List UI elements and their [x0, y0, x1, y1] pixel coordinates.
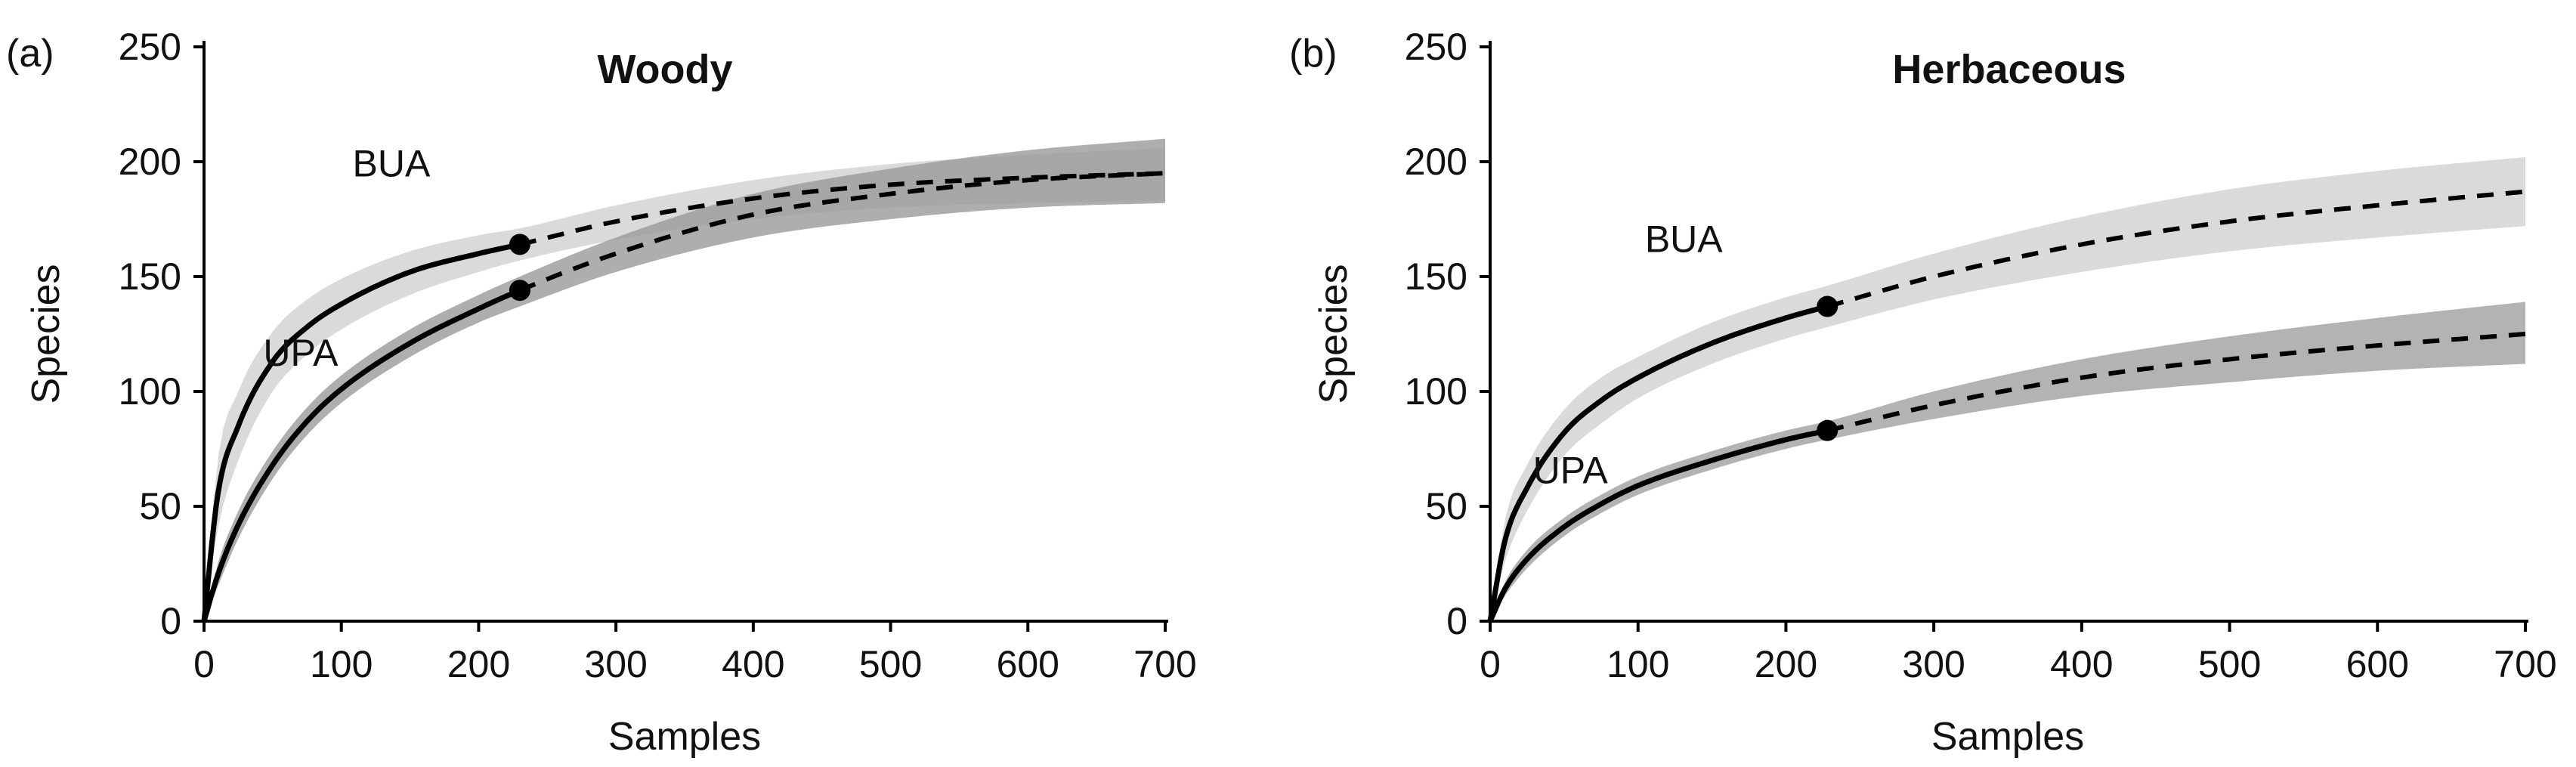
y-tick-label: 250 — [119, 26, 181, 68]
confidence-band-upa — [204, 138, 1165, 622]
extrapolation-curve-bua — [519, 171, 1166, 247]
rarefaction-curve-upa — [201, 287, 521, 622]
x-tick-label: 700 — [2494, 643, 2556, 685]
y-tick-label: 150 — [119, 255, 181, 298]
panel-herbaceous: BUA UPA 0 50 100 150 200 250 0 100 200 300 400 500 600… — [1288, 0, 2576, 767]
rarefaction-curve-upa — [1487, 428, 1828, 623]
panel-title: Herbaceous — [1892, 47, 2126, 92]
extrapolation-curve-upa — [1826, 332, 2526, 433]
y-axis-title: Species — [1312, 264, 1356, 404]
x-tick-label: 500 — [2198, 643, 2261, 685]
y-tick-label: 50 — [139, 485, 181, 527]
y-axis-title: Species — [24, 264, 68, 404]
y-tick-label: 0 — [1446, 600, 1467, 642]
rarefaction-curve-bua — [1487, 304, 1829, 622]
rarefaction-curve-bua — [201, 241, 521, 622]
confidence-band-upa — [1490, 302, 2525, 621]
y-tick-label: 150 — [1405, 255, 1467, 298]
observed-point-bua — [509, 234, 530, 255]
series-label-upa: UPA — [1533, 450, 1609, 492]
x-tick-label: 600 — [2346, 643, 2409, 685]
y-tick-label: 0 — [160, 600, 181, 642]
y-tick-label: 50 — [1425, 485, 1467, 527]
x-tick-label: 600 — [997, 643, 1059, 685]
x-tick-label: 700 — [1133, 643, 1196, 685]
series-label-bua: BUA — [353, 142, 431, 184]
panel-title: Woody — [598, 47, 733, 92]
x-axis-title: Samples — [608, 715, 761, 759]
x-axis-title: Samples — [1931, 715, 2084, 759]
y-tick-label: 200 — [1405, 141, 1467, 183]
panel-woody: BUA UPA 0 50 100 150 200 250 0 100 200 300 400 500 600… — [6, 26, 1197, 759]
x-tick-label: 0 — [193, 643, 215, 685]
observed-point-upa — [1817, 419, 1838, 441]
chart-svg: BUA UPA 0 50 100 150 200 250 0 100 200 300 400 500 600… — [6, 26, 1197, 759]
x-tick-label: 300 — [584, 643, 647, 685]
x-tick-label: 100 — [310, 643, 373, 685]
confidence-band-bua — [1490, 156, 2525, 621]
extrapolation-curve-upa — [518, 171, 1166, 292]
x-tick-label: 300 — [1902, 643, 1965, 685]
x-tick-label: 400 — [2050, 643, 2113, 685]
y-tick-label: 100 — [119, 370, 181, 413]
confidence-band-bua — [204, 147, 1165, 622]
x-tick-label: 100 — [1607, 643, 1669, 685]
x-tick-label: 200 — [1755, 643, 1817, 685]
y-tick-label: 250 — [1405, 26, 1467, 68]
series-label-bua: BUA — [1645, 218, 1723, 261]
panel-letter: (b) — [1289, 32, 1337, 76]
chart-svg: BUA UPA 0 50 100 150 200 250 0 100 200 300 400 500 600… — [1289, 26, 2557, 759]
x-tick-label: 200 — [447, 643, 510, 685]
x-tick-label: 400 — [722, 643, 784, 685]
x-tick-label: 500 — [859, 643, 922, 685]
series-label-upa: UPA — [263, 332, 339, 374]
panel-letter: (a) — [6, 32, 54, 76]
y-tick-label: 100 — [1405, 370, 1467, 413]
observed-point-upa — [509, 280, 530, 302]
extrapolation-curve-bua — [1826, 189, 2526, 309]
observed-point-bua — [1817, 295, 1838, 317]
y-tick-label: 200 — [119, 141, 181, 183]
x-tick-label: 0 — [1480, 643, 1501, 685]
